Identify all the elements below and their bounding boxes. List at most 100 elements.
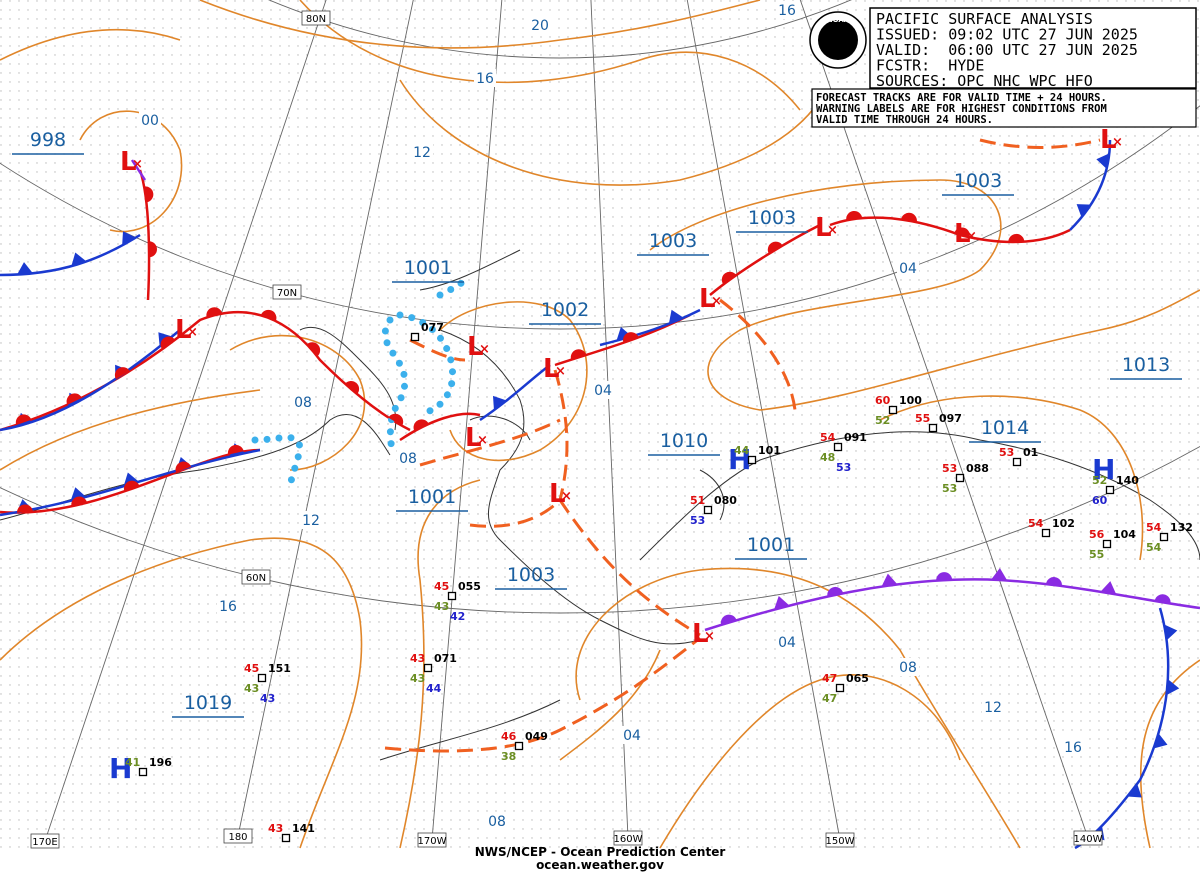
front-symbol [668, 309, 684, 324]
front-symbol [306, 342, 321, 357]
header-line: PACIFIC SURFACE ANALYSIS [876, 10, 1093, 28]
low-symbol: L [175, 315, 192, 345]
front-symbol [148, 241, 157, 258]
front-symbol [827, 586, 844, 597]
grid-label-box [1073, 830, 1103, 846]
header-line: SOURCES: OPC NHC WPC HFO [876, 72, 1093, 90]
grid-label: 60N [246, 573, 266, 584]
pressure-label: 1010 [660, 430, 708, 452]
latitude-line [0, 104, 1200, 330]
isobar-label-bg [1062, 738, 1084, 756]
front-symbol [1166, 679, 1180, 696]
grid-label: 80N [306, 14, 326, 25]
low-x: × [187, 325, 198, 340]
isobar-label-bg [474, 69, 496, 87]
station-marker [447, 591, 457, 601]
station-obs: 52 [1092, 474, 1107, 487]
station-obs: 43 [244, 682, 259, 695]
front-symbol [901, 212, 917, 223]
front-symbol [17, 262, 33, 275]
front-symbol [122, 231, 136, 246]
low-symbol: L [692, 619, 709, 649]
station-pressure: 132 [1170, 521, 1193, 534]
front-symbol [954, 227, 970, 238]
longitude-line [686, 0, 841, 841]
station-obs: 55 [1089, 548, 1104, 561]
high-symbol: H [1092, 453, 1115, 486]
front-symbol [1154, 594, 1171, 604]
station-obs: 53 [942, 482, 957, 495]
pressure-label: 1003 [507, 564, 555, 586]
front-symbol [15, 414, 32, 426]
grid-label: 170W [418, 836, 447, 847]
front-symbol [345, 380, 360, 395]
front-symbol [227, 444, 244, 455]
front-symbol [1164, 624, 1178, 641]
front-symbol [71, 252, 87, 267]
low-x: × [555, 364, 566, 379]
notice-line: VALID TIME THROUGH 24 HOURS. [816, 114, 993, 126]
isobar-label: 16 [778, 3, 796, 19]
front-symbol [71, 496, 88, 507]
station-pressure: 151 [268, 662, 291, 675]
grid-label-box [272, 284, 302, 300]
station-pressure: 088 [966, 462, 989, 475]
station-marker [835, 683, 845, 693]
isobar-label: 04 [778, 635, 796, 651]
low-x: × [479, 342, 490, 357]
station-obs: 53 [999, 446, 1014, 459]
station-obs: 42 [450, 610, 465, 623]
notice-line: WARNING LABELS ARE FOR HIGHEST CONDITION… [816, 103, 1107, 115]
station-obs: 45 [244, 662, 259, 675]
grid-label: 150W [826, 836, 855, 847]
isobar-label-bg [592, 381, 614, 399]
station-obs: 43 [410, 672, 425, 685]
front-symbol [881, 573, 898, 587]
front-symbol [1100, 581, 1117, 595]
front-symbol [1045, 577, 1062, 587]
low-symbol: L [120, 147, 137, 177]
low-symbol: L [815, 213, 832, 243]
isobar-label-bg [621, 726, 643, 744]
station-obs: 54 [1146, 521, 1162, 534]
station-obs: 43 [268, 822, 283, 835]
station-obs: 54 [1028, 517, 1044, 530]
low-x: × [966, 229, 977, 244]
low-x: × [477, 433, 488, 448]
station-pressure: 049 [525, 730, 548, 743]
isobar-label: 04 [623, 728, 641, 744]
pressure-label: 1001 [404, 257, 452, 279]
pressure-label: 1019 [184, 692, 232, 714]
station-obs: 47 [822, 692, 837, 705]
isobar-label-bg [897, 658, 919, 676]
grid-label-box [241, 569, 271, 585]
station-obs: 43 [410, 652, 425, 665]
isobar-label: 16 [1064, 740, 1082, 756]
front-symbol [936, 572, 953, 581]
grid-label-box [825, 832, 855, 848]
station-pressure: 097 [939, 412, 962, 425]
low-x: × [132, 157, 143, 172]
front-symbol [720, 614, 737, 625]
isobar-label: 16 [219, 599, 237, 615]
station-marker [1102, 539, 1112, 549]
front-symbol [623, 332, 639, 343]
isobar-label: 00 [141, 113, 159, 129]
station-obs: 46 [501, 730, 517, 743]
station-obs: 44 [426, 682, 442, 695]
station-marker [928, 423, 938, 433]
low-x: × [561, 489, 572, 504]
isobar-label-bg [300, 511, 322, 529]
low-symbol: L [1100, 125, 1117, 155]
front-symbol [1076, 204, 1092, 218]
front-symbol [1096, 153, 1110, 170]
station-obs: 54 [1146, 541, 1162, 554]
station-marker [514, 741, 524, 751]
station-pressure: 01 [1023, 446, 1038, 459]
grid-label-box [417, 832, 447, 848]
isobar-label-bg [397, 449, 419, 467]
station-obs: 52 [875, 414, 890, 427]
isobar-label: 08 [399, 451, 417, 467]
low-x: × [711, 294, 722, 309]
pressure-label: 1001 [747, 534, 795, 556]
